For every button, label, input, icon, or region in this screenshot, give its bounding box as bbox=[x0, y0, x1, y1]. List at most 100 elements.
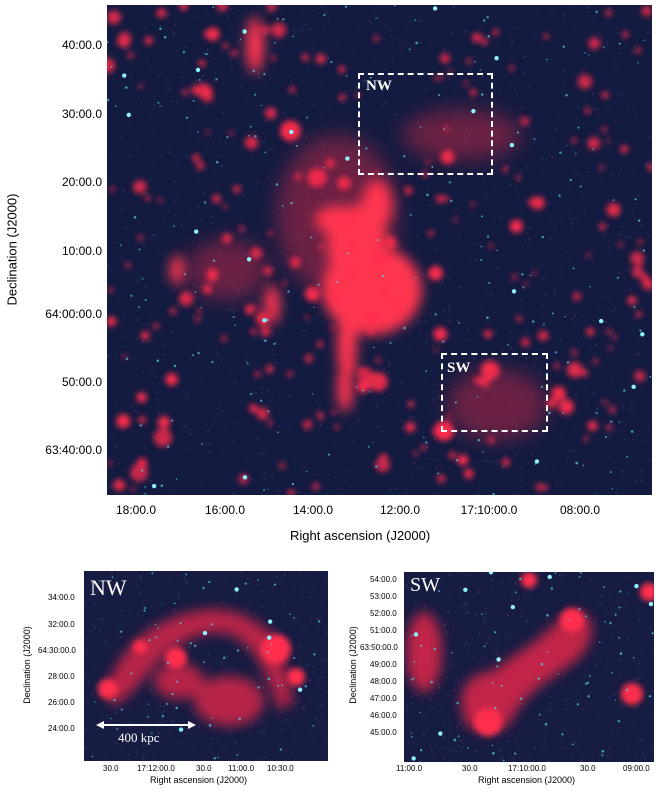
noise-speck bbox=[91, 694, 94, 697]
noise-speck bbox=[467, 676, 470, 679]
star bbox=[365, 147, 368, 150]
star bbox=[236, 754, 238, 756]
noise-speck bbox=[239, 87, 242, 90]
noise-speck bbox=[298, 491, 300, 494]
noise-speck bbox=[121, 261, 123, 263]
star bbox=[293, 656, 296, 659]
noise-speck bbox=[425, 339, 428, 342]
noise-speck bbox=[561, 747, 564, 750]
noise-speck bbox=[549, 678, 552, 681]
noise-speck bbox=[212, 140, 215, 143]
noise-speck bbox=[464, 612, 467, 615]
star bbox=[419, 126, 422, 128]
radio-source bbox=[345, 215, 350, 220]
noise-speck bbox=[135, 636, 138, 639]
noise-speck bbox=[246, 577, 250, 580]
noise-speck bbox=[595, 651, 598, 654]
noise-speck bbox=[419, 19, 422, 22]
noise-speck bbox=[544, 752, 547, 755]
noise-speck bbox=[186, 71, 188, 74]
noise-speck bbox=[129, 73, 133, 76]
y-tick-label: 30:00.0 bbox=[61, 107, 102, 121]
noise-speck bbox=[523, 597, 526, 600]
noise-speck bbox=[318, 626, 321, 629]
noise-speck bbox=[399, 239, 402, 242]
noise-speck bbox=[592, 52, 595, 54]
noise-speck bbox=[277, 490, 280, 493]
radio-source bbox=[532, 271, 537, 276]
noise-speck bbox=[490, 616, 493, 619]
noise-speck bbox=[535, 9, 538, 12]
noise-speck bbox=[508, 37, 511, 40]
star bbox=[345, 74, 348, 77]
noise-speck bbox=[291, 720, 293, 723]
noise-speck bbox=[616, 92, 619, 95]
noise-speck bbox=[369, 21, 372, 24]
noise-speck bbox=[262, 756, 265, 759]
radio-source bbox=[212, 194, 221, 204]
star bbox=[263, 73, 266, 76]
radio-source bbox=[587, 136, 601, 150]
noise-speck bbox=[321, 606, 323, 609]
noise-speck bbox=[305, 752, 307, 755]
noise-speck bbox=[166, 311, 168, 313]
radio-source bbox=[107, 460, 113, 466]
noise-speck bbox=[554, 28, 556, 31]
noise-speck bbox=[435, 616, 437, 618]
star bbox=[138, 248, 141, 251]
noise-speck bbox=[224, 129, 227, 131]
noise-speck bbox=[512, 613, 515, 615]
noise-speck bbox=[562, 452, 565, 455]
noise-speck bbox=[245, 359, 247, 362]
radio-source bbox=[179, 5, 188, 11]
noise-speck bbox=[246, 486, 248, 488]
noise-speck bbox=[608, 7, 611, 10]
noise-speck bbox=[330, 342, 332, 344]
noise-speck bbox=[380, 418, 383, 421]
noise-speck bbox=[649, 718, 651, 721]
radio-source bbox=[551, 386, 566, 401]
noise-speck bbox=[154, 105, 156, 107]
noise-speck bbox=[617, 65, 620, 68]
star bbox=[587, 695, 590, 698]
star bbox=[412, 677, 415, 680]
noise-speck bbox=[274, 14, 276, 16]
noise-speck bbox=[91, 631, 93, 633]
noise-speck bbox=[486, 93, 488, 96]
noise-speck bbox=[296, 578, 298, 580]
noise-speck bbox=[596, 622, 598, 624]
noise-speck bbox=[433, 390, 436, 393]
star bbox=[569, 178, 572, 182]
star bbox=[419, 749, 423, 752]
noise-speck bbox=[226, 15, 229, 18]
noise-speck bbox=[488, 316, 491, 319]
noise-speck bbox=[442, 667, 444, 670]
radio-source bbox=[546, 397, 558, 409]
star bbox=[246, 257, 252, 262]
noise-speck bbox=[525, 357, 528, 360]
noise-speck bbox=[163, 704, 166, 707]
noise-speck bbox=[254, 391, 257, 394]
star bbox=[626, 455, 628, 458]
noise-speck bbox=[614, 62, 616, 65]
scale-bar-label: 400 kpc bbox=[118, 730, 160, 745]
star bbox=[195, 67, 201, 73]
noise-speck bbox=[292, 584, 294, 587]
noise-speck bbox=[126, 631, 129, 633]
radio-source bbox=[583, 436, 589, 442]
radio-source bbox=[457, 454, 469, 466]
radio-source bbox=[432, 429, 438, 435]
noise-speck bbox=[610, 736, 613, 738]
noise-speck bbox=[311, 48, 313, 50]
noise-speck bbox=[271, 473, 274, 476]
noise-speck bbox=[315, 717, 319, 721]
radio-source bbox=[592, 358, 599, 364]
noise-speck bbox=[586, 171, 588, 173]
noise-speck bbox=[442, 50, 445, 53]
noise-speck bbox=[482, 620, 486, 623]
star bbox=[210, 623, 213, 626]
radio-source bbox=[118, 31, 132, 46]
noise-speck bbox=[632, 438, 634, 441]
noise-speck bbox=[127, 171, 129, 173]
noise-speck bbox=[253, 611, 256, 614]
